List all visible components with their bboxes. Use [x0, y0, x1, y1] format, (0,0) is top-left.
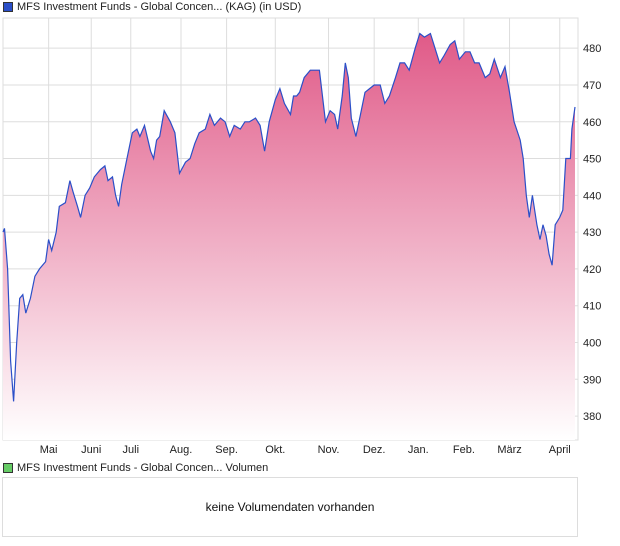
x-tick-label: Juni: [81, 444, 101, 456]
x-tick-label: März: [497, 444, 521, 456]
price-chart: 380 390 400 410 420 430 440 450 460 470 480 Mai Juni…: [2, 17, 601, 456]
x-tick-label: Mai: [40, 444, 58, 456]
x-tick-label: Nov.: [318, 444, 340, 456]
y-tick-label: 450: [583, 154, 601, 166]
y-tick-label: 380: [583, 411, 601, 423]
legend-volume: MFS Investment Funds - Global Concen... …: [3, 462, 268, 474]
x-tick-label: Dez.: [363, 444, 386, 456]
y-tick-label: 420: [583, 264, 601, 276]
x-tick-label: Juli: [123, 444, 140, 456]
y-tick-label: 390: [583, 374, 601, 386]
legend-volume-label: MFS Investment Funds - Global Concen... …: [17, 462, 269, 474]
legend-swatch-main: [3, 2, 13, 12]
y-tick-label: 480: [583, 43, 601, 55]
y-tick-label: 400: [583, 338, 601, 350]
x-tick-label: Okt.: [265, 444, 285, 456]
x-tick-label: April: [549, 444, 571, 456]
legend-swatch-volume: [3, 463, 13, 473]
x-tick-label: Feb.: [453, 444, 475, 456]
series-area: [3, 33, 575, 440]
y-tick-label: 440: [583, 190, 601, 202]
volume-panel: keine Volumendaten vorhanden: [2, 477, 578, 537]
y-tick-label: 460: [583, 117, 601, 129]
x-tick-label: Sep.: [215, 444, 238, 456]
legend-main: MFS Investment Funds - Global Concen... …: [3, 1, 301, 13]
volume-empty-message: keine Volumendaten vorhanden: [205, 500, 375, 514]
series-line: [2, 32, 576, 402]
x-tick-label: Jan.: [408, 444, 429, 456]
legend-main-label: MFS Investment Funds - Global Concen... …: [17, 1, 302, 13]
y-tick-label: 470: [583, 80, 601, 92]
y-tick-label: 430: [583, 227, 601, 239]
y-tick-label: 410: [583, 301, 601, 313]
x-tick-label: Aug.: [170, 444, 193, 456]
